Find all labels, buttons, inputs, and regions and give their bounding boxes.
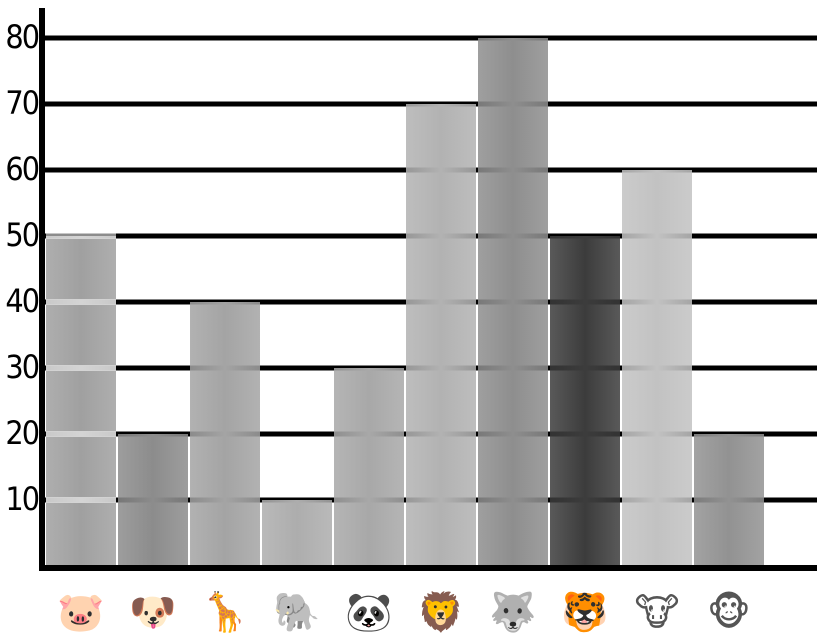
giraffe-face-icon: 🦒 <box>201 590 248 634</box>
bar-giraffe <box>190 302 260 566</box>
bar-dog <box>118 434 188 566</box>
bars <box>46 38 764 566</box>
elephant-face-icon: 🐘 <box>273 590 320 634</box>
bar-tiger <box>550 236 620 566</box>
y-tick-label-80: 80 <box>5 18 38 56</box>
bar-elephant <box>262 500 332 566</box>
lion-face-icon: 🦁 <box>417 590 464 634</box>
bar-pig <box>46 236 116 566</box>
bar-cow <box>622 170 692 566</box>
monkey-face-icon: 🐵 <box>707 590 751 634</box>
wolf-face-icon: 🐺 <box>489 590 536 634</box>
y-tick-label-10: 10 <box>5 480 38 518</box>
bar-wolf <box>478 38 548 566</box>
y-tick-labels: 10 20 30 40 50 60 70 80 <box>5 18 40 518</box>
cow-face-icon: 🐮 <box>635 590 680 634</box>
x-category-icons: 🐷 🐶 🦒 🐘 🐼 🦁 🐺 🐯 🐮 🐵 <box>57 589 751 634</box>
gridline-overlays <box>46 233 116 503</box>
panda-face-icon: 🐼 <box>345 590 393 634</box>
y-tick-label-30: 30 <box>5 348 38 386</box>
y-tick-label-50: 50 <box>5 216 38 254</box>
axes <box>39 8 817 571</box>
bar-lion <box>406 104 476 566</box>
y-tick-label-70: 70 <box>5 84 38 122</box>
y-tick-label-40: 40 <box>5 282 38 320</box>
dog-face-icon: 🐶 <box>129 590 176 634</box>
y-tick-label-20: 20 <box>5 414 38 452</box>
y-tick-label-60: 60 <box>5 150 38 188</box>
tiger-face-icon: 🐯 <box>561 589 608 634</box>
bar-monkey <box>694 434 764 566</box>
pig-face-icon: 🐷 <box>57 590 104 634</box>
bar-panda <box>334 368 404 566</box>
